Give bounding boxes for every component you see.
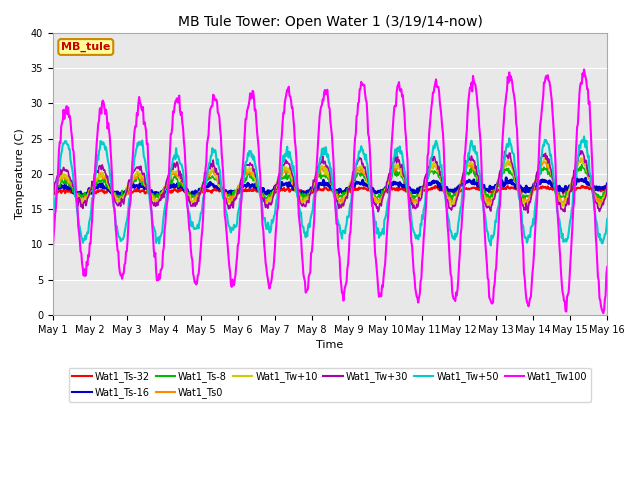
Y-axis label: Temperature (C): Temperature (C) bbox=[15, 129, 25, 219]
Legend: Wat1_Ts-32, Wat1_Ts-16, Wat1_Ts-8, Wat1_Ts0, Wat1_Tw+10, Wat1_Tw+30, Wat1_Tw+50,: Wat1_Ts-32, Wat1_Ts-16, Wat1_Ts-8, Wat1_… bbox=[68, 368, 591, 402]
X-axis label: Time: Time bbox=[316, 340, 344, 350]
Title: MB Tule Tower: Open Water 1 (3/19/14-now): MB Tule Tower: Open Water 1 (3/19/14-now… bbox=[177, 15, 483, 29]
Text: MB_tule: MB_tule bbox=[61, 42, 111, 52]
